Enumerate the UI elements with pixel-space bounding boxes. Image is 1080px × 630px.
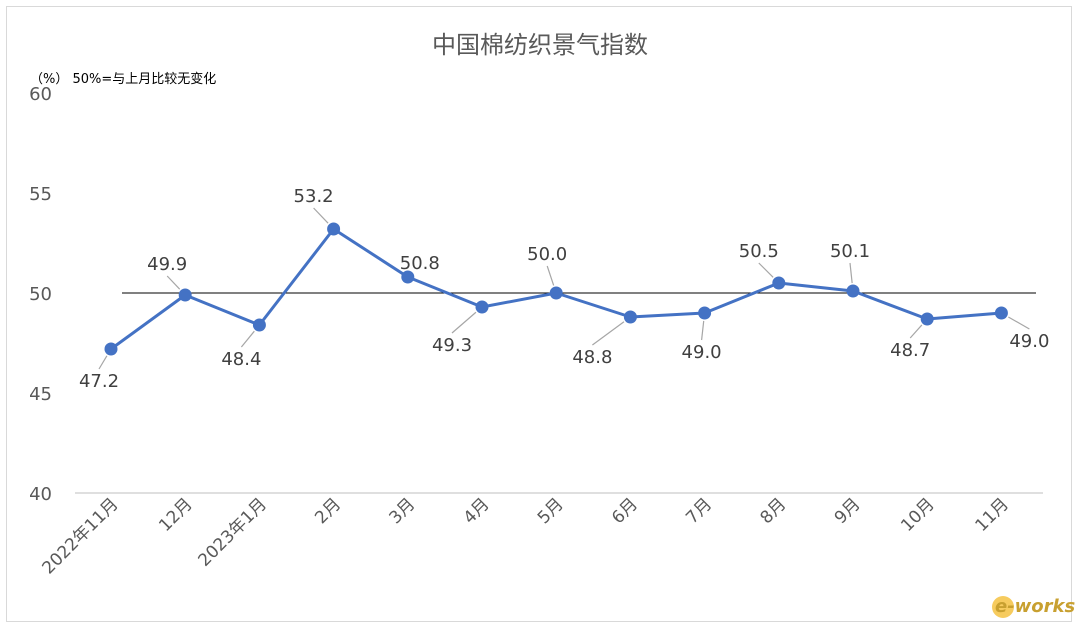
leader-line <box>313 207 329 224</box>
watermark-text: e-works <box>995 596 1076 617</box>
data-point <box>475 300 489 314</box>
x-tick-label: 8月 <box>757 494 791 528</box>
leader-line <box>849 262 853 284</box>
x-tick-label: 3月 <box>386 494 420 528</box>
y-tick-label: 40 <box>29 484 52 505</box>
data-label: 48.4 <box>221 349 261 370</box>
data-point <box>623 310 637 324</box>
data-point <box>401 270 415 284</box>
data-point <box>994 306 1008 320</box>
data-label: 50.8 <box>400 253 440 274</box>
leader-lines <box>98 207 1030 370</box>
y-tick-label: 60 <box>29 84 52 105</box>
x-tick-label: 11月 <box>971 494 1012 535</box>
x-tick-label: 9月 <box>831 494 865 528</box>
x-tick-label: 12月 <box>155 494 196 535</box>
data-points <box>104 222 1008 356</box>
data-point <box>178 288 192 302</box>
data-point <box>104 342 118 356</box>
y-tick-label: 45 <box>29 384 52 405</box>
data-point <box>772 276 786 290</box>
data-label: 48.7 <box>890 340 930 361</box>
data-label: 49.3 <box>432 335 472 356</box>
y-axis-ticks: 40 45 50 55 60 <box>29 84 52 505</box>
x-tick-label: 5月 <box>534 494 568 528</box>
chart-frame <box>6 6 1072 622</box>
leader-line <box>166 275 181 290</box>
leader-line <box>240 330 255 348</box>
leader-line <box>909 324 923 339</box>
x-tick-label: 6月 <box>608 494 642 528</box>
leader-line <box>451 311 477 334</box>
leader-line <box>98 355 108 370</box>
leader-line <box>758 262 774 278</box>
leader-line <box>1008 316 1030 330</box>
data-label: 49.0 <box>682 342 722 363</box>
watermark-logo: e-works <box>992 596 1076 618</box>
data-label: 47.2 <box>79 371 119 392</box>
x-tick-label: 2022年11月 <box>38 494 122 578</box>
x-tick-label: 4月 <box>460 494 494 528</box>
data-label: 53.2 <box>294 186 334 207</box>
y-tick-label: 50 <box>29 284 52 305</box>
data-point <box>327 222 341 236</box>
x-tick-label: 2月 <box>311 494 345 528</box>
data-point <box>549 286 563 300</box>
chart-title: 中国棉纺织景气指数 <box>432 31 648 59</box>
data-label: 50.1 <box>830 241 870 262</box>
data-label: 50.5 <box>739 241 779 262</box>
leader-line <box>546 265 555 286</box>
data-point <box>252 318 266 332</box>
x-tick-label: 2023年1月 <box>195 494 271 570</box>
data-label: 49.0 <box>1009 331 1049 352</box>
chart-note: （%） 50%=与上月比较无变化 <box>30 71 216 87</box>
y-tick-label: 55 <box>29 184 52 205</box>
x-tick-label: 7月 <box>682 494 716 528</box>
x-tick-label: 10月 <box>897 494 938 535</box>
leader-line <box>592 321 625 346</box>
data-label: 50.0 <box>527 244 567 265</box>
leader-line <box>701 320 705 341</box>
data-label: 48.8 <box>572 347 612 368</box>
data-labels: 47.2 49.9 48.4 53.2 50.8 49.3 50.0 48.8 49.0 50.5… <box>79 186 1049 392</box>
data-point <box>846 284 860 298</box>
data-point <box>920 312 934 326</box>
data-label: 49.9 <box>147 254 187 275</box>
data-point <box>698 306 712 320</box>
